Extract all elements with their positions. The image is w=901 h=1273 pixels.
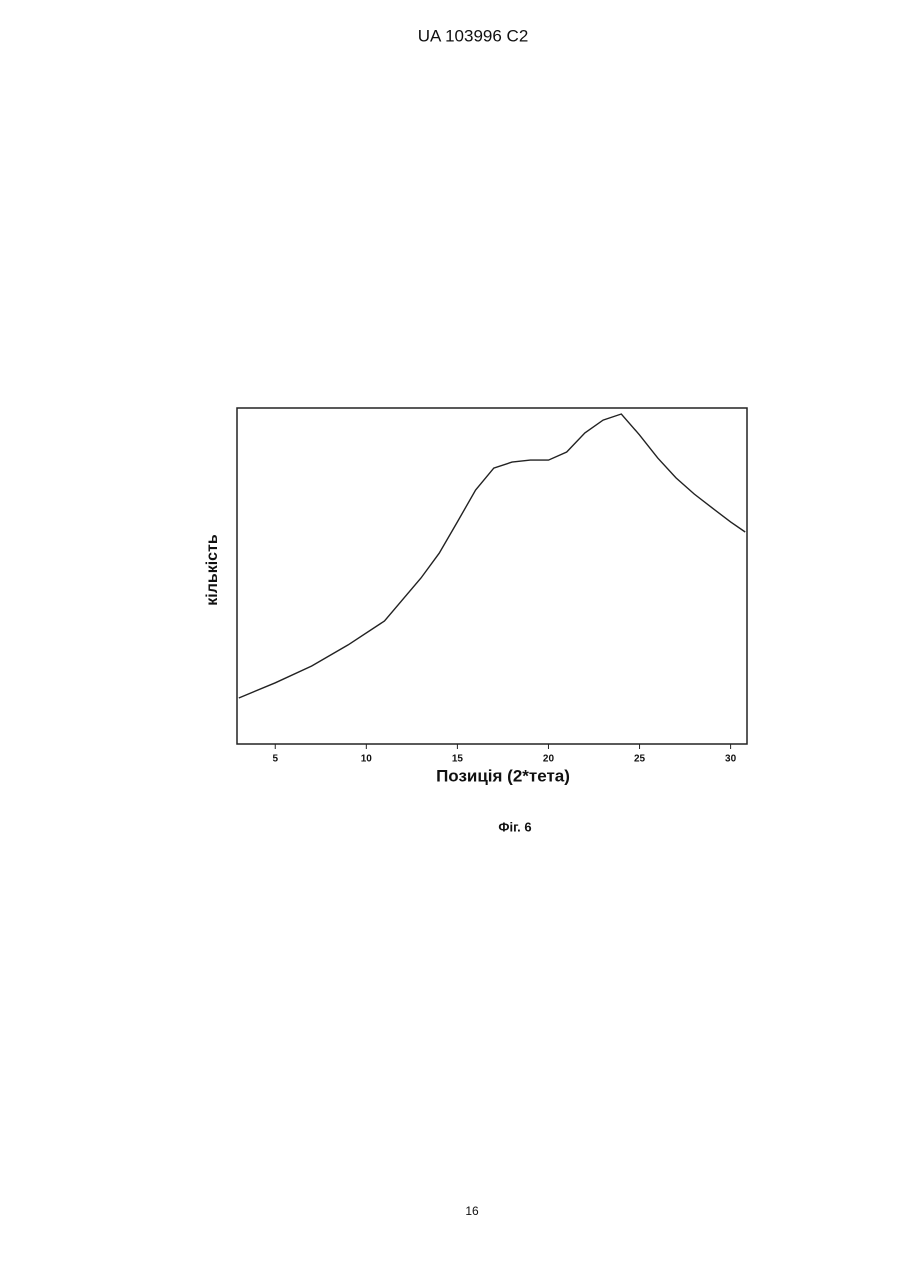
figure-caption: Фіг. 6 [498, 819, 531, 834]
header: UA 103996 C2 [418, 26, 529, 45]
plot-frame [237, 408, 747, 744]
data-line [239, 414, 745, 698]
page: UA 103996 C2 кількість Позиція (2*тета) … [0, 0, 901, 1273]
x-tick-label: 15 [452, 754, 464, 765]
x-tick-label: 5 [272, 754, 278, 765]
y-axis-label: кількість [204, 534, 221, 606]
x-tick-label: 30 [725, 754, 737, 765]
x-tick-label: 25 [634, 754, 646, 765]
x-tick-label: 20 [543, 754, 555, 765]
page-number: 16 [465, 1204, 479, 1218]
x-tick-label: 10 [361, 754, 373, 765]
x-axis-label: Позиція (2*тета) [436, 766, 570, 785]
